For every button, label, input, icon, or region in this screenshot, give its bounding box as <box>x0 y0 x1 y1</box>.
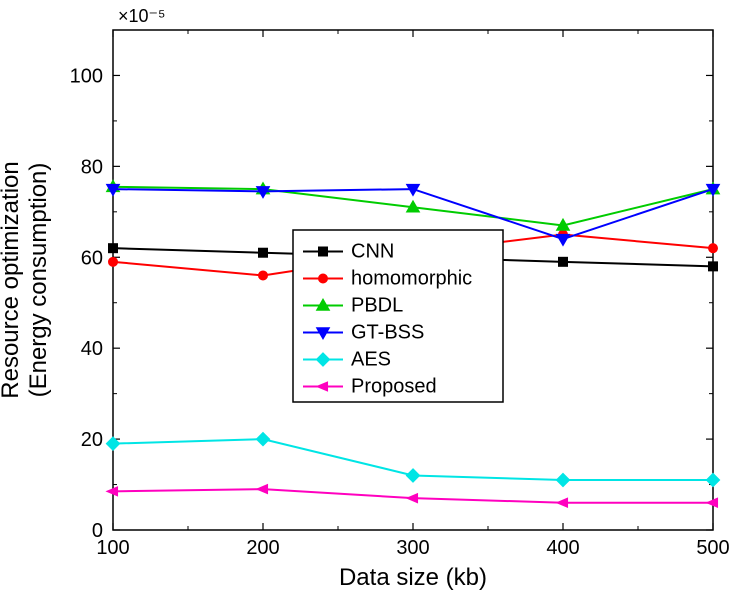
series-prop <box>107 485 718 508</box>
legend-label-aes: AES <box>351 349 391 371</box>
legend-label-gtbss: GT-BSS <box>351 322 424 344</box>
y-tick-label: 60 <box>81 247 103 269</box>
chart-svg: 100200300400500020406080100Data size (kb… <box>0 0 743 595</box>
x-axis-label: Data size (kb) <box>339 564 487 591</box>
x-tick-label: 300 <box>396 537 429 559</box>
y-exponent-label: ×10⁻⁵ <box>118 6 166 26</box>
x-tick-label: 200 <box>246 537 279 559</box>
x-tick-label: 400 <box>546 537 579 559</box>
legend-label-cnn: CNN <box>351 241 394 263</box>
y-tick-label: 80 <box>81 156 103 178</box>
legend-label-homo: homomorphic <box>351 268 472 290</box>
y-axis-label-2: (Energy consumption) <box>25 163 52 398</box>
legend-label-pbdl: PBDL <box>351 295 403 317</box>
y-axis-label-1: Resource optimization <box>0 161 24 398</box>
legend: CNN homomorphic PBDL GT-BSS AES Proposed <box>293 230 503 402</box>
line-chart: 100200300400500020406080100Data size (kb… <box>0 0 743 595</box>
x-tick-label: 500 <box>696 537 729 559</box>
y-tick-label: 20 <box>81 429 103 451</box>
series-aes <box>106 432 719 486</box>
y-tick-label: 40 <box>81 338 103 360</box>
y-tick-label: 100 <box>70 65 103 87</box>
legend-label-prop: Proposed <box>351 376 437 398</box>
y-tick-label: 0 <box>92 520 103 542</box>
